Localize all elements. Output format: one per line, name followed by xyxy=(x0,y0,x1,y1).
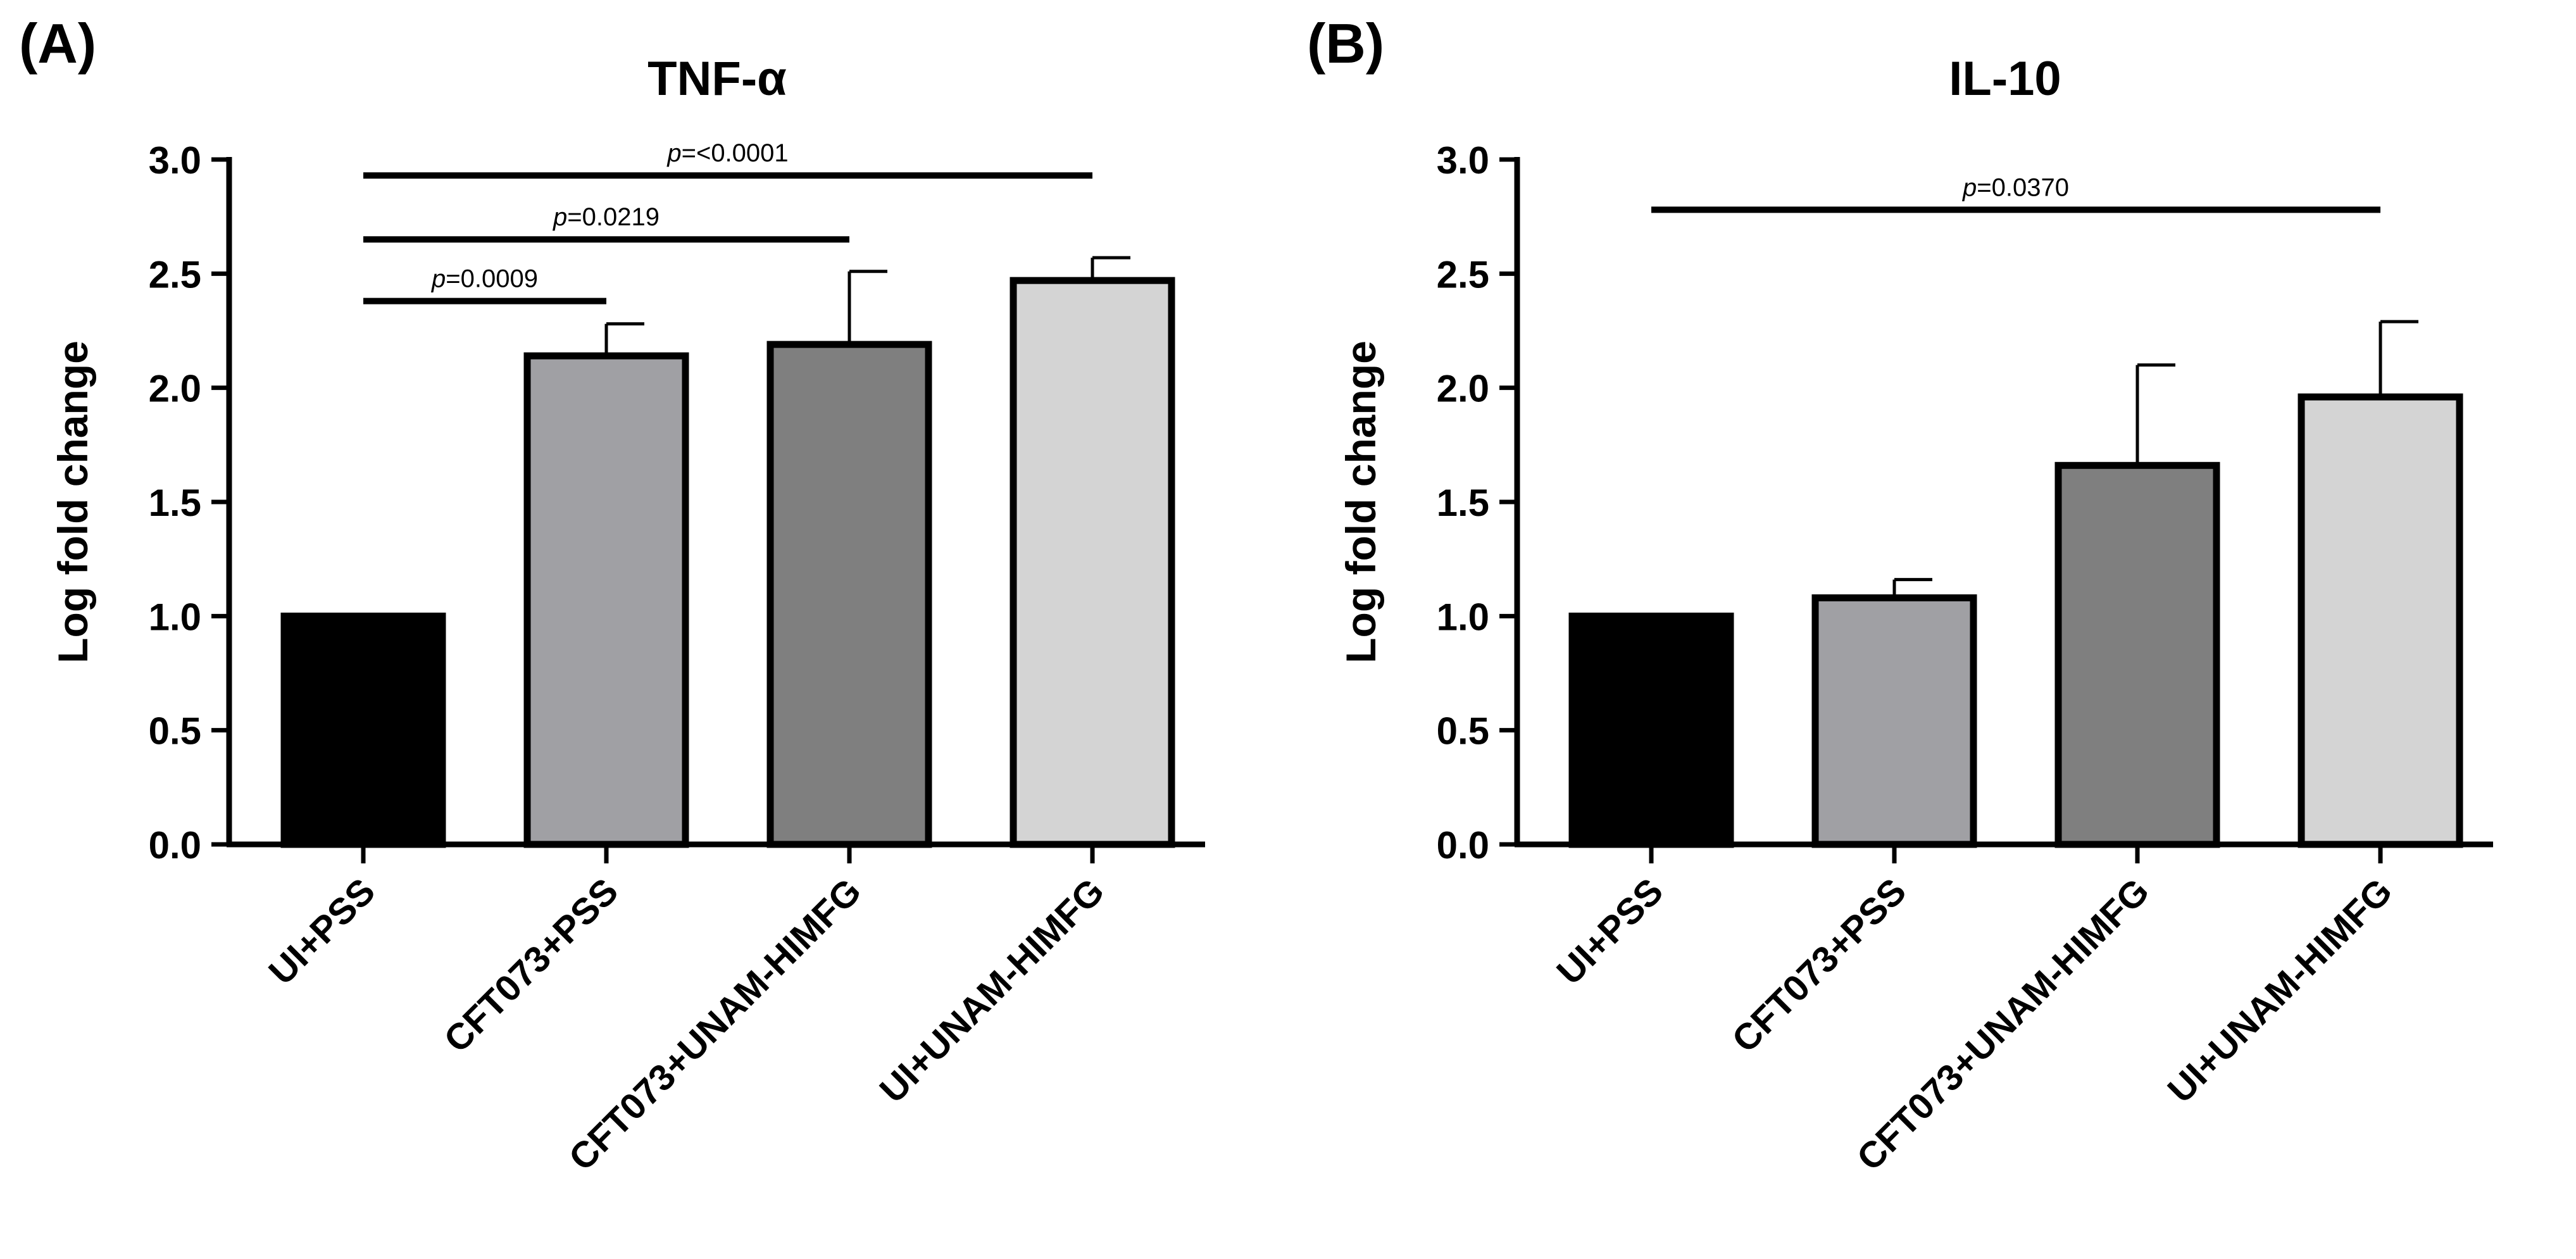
p-value-label: p=0.0009 xyxy=(431,265,538,293)
y-tick-label: 1.5 xyxy=(149,482,201,524)
bar xyxy=(766,341,932,848)
bar xyxy=(2054,461,2220,848)
x-tick-label: UI+PSS xyxy=(1549,870,1671,993)
y-axis-label: Log fold change xyxy=(49,341,96,663)
y-tick-label: 0.5 xyxy=(1437,710,1489,753)
bar xyxy=(2298,393,2463,848)
y-tick-label: 1.5 xyxy=(1437,482,1489,524)
panel-a: (A) TNF-α Log fold change 0.0 0.5 1.0 1.5 2.0 2… xyxy=(19,12,1205,1179)
p-value: =0.0219 xyxy=(567,203,660,231)
chart-title: TNF-α xyxy=(647,52,787,106)
chart-title: IL-10 xyxy=(1949,52,2061,106)
x-tick-label: UI+UNAM-HIMFG xyxy=(872,870,1112,1111)
bar xyxy=(280,612,446,848)
x-tick-label: UI+UNAM-HIMFG xyxy=(2160,870,2400,1111)
y-tick-label: 2.5 xyxy=(149,253,201,296)
p-value: =0.0009 xyxy=(446,265,538,293)
bar xyxy=(1811,594,1977,848)
y-tick-label: 3.0 xyxy=(149,139,201,182)
chart-il-10: IL-10 Log fold change 0.0 0.5 1.0 1.5 2.0 2.5 3.… xyxy=(1337,52,2493,1179)
y-tick-label: 1.0 xyxy=(1437,596,1489,638)
y-axis-label: Log fold change xyxy=(1337,341,1384,663)
y-tick-label: 2.0 xyxy=(149,368,201,410)
y-tick-label: 0.0 xyxy=(1437,824,1489,867)
bar xyxy=(1010,277,1175,848)
y-tick-label: 0.5 xyxy=(149,710,201,753)
y-tick-label: 0.0 xyxy=(149,824,201,867)
p-symbol: p xyxy=(431,265,446,293)
p-value: =0.0370 xyxy=(1977,173,2069,201)
y-tick-label: 1.0 xyxy=(149,596,201,638)
p-symbol: p xyxy=(1962,173,1977,201)
p-value-label: p=<0.0001 xyxy=(666,139,788,167)
p-value: =<0.0001 xyxy=(682,139,789,167)
p-symbol: p xyxy=(666,139,681,167)
y-tick-label: 2.0 xyxy=(1437,368,1489,410)
bar xyxy=(1568,612,1734,848)
p-value-label: p=0.0219 xyxy=(553,203,660,231)
p-symbol: p xyxy=(553,203,567,231)
panel-letter: (B) xyxy=(1307,12,1385,75)
x-tick-label: CFT073+PSS xyxy=(1724,870,1914,1060)
bar xyxy=(523,352,689,848)
y-tick-label: 2.5 xyxy=(1437,253,1489,296)
p-value-label: p=0.0370 xyxy=(1962,173,2069,201)
panel-b: (B) IL-10 Log fold change 0.0 0.5 1.0 1.5 2.0 2… xyxy=(1288,0,2576,1259)
chart-tnf-alpha: TNF-α Log fold change 0.0 0.5 1.0 1.5 2.0 2.5 3.… xyxy=(49,52,1205,1179)
x-tick-label: CFT073+PSS xyxy=(436,870,626,1060)
x-tick-label: UI+PSS xyxy=(261,870,383,993)
panel-letter: (A) xyxy=(19,12,97,75)
y-tick-label: 3.0 xyxy=(1437,139,1489,182)
